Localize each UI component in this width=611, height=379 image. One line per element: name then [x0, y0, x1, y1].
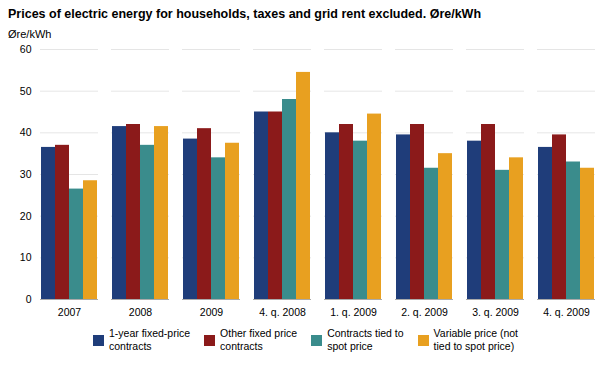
svg-text:10: 10	[20, 251, 32, 263]
svg-text:50: 50	[20, 85, 32, 97]
svg-text:1. q. 2009: 1. q. 2009	[330, 306, 377, 318]
svg-text:40: 40	[20, 126, 32, 138]
html-text:Variable price (not tied to sp: Variable price (not tied to spot price)	[433, 327, 518, 352]
html-text:Other fixed price contracts: Other fixed price contracts	[220, 327, 298, 352]
html-text:Prices of electric energy for: Prices of electric energy for households…	[8, 7, 482, 21]
svg-text:4. q. 2008: 4. q. 2008	[259, 306, 306, 318]
svg-text:0: 0	[26, 293, 32, 305]
svg-text:2. q. 2009: 2. q. 2009	[401, 306, 448, 318]
svg-text:3. q. 2009: 3. q. 2009	[472, 306, 519, 318]
svg-text:4. q. 2009: 4. q. 2009	[543, 306, 590, 318]
svg-text:30: 30	[20, 168, 32, 180]
svg-text:60: 60	[20, 43, 32, 55]
svg-text:20: 20	[20, 210, 32, 222]
html-text:1-year fixed-price contracts: 1-year fixed-price contracts	[109, 327, 191, 352]
svg-text:2009: 2009	[200, 306, 224, 318]
svg-text:2008: 2008	[129, 306, 153, 318]
html-text:Contracts tied to spot price: Contracts tied to spot price	[327, 327, 404, 352]
svg-text:2007: 2007	[58, 306, 82, 318]
html-text:Øre/kWh: Øre/kWh	[8, 28, 52, 40]
